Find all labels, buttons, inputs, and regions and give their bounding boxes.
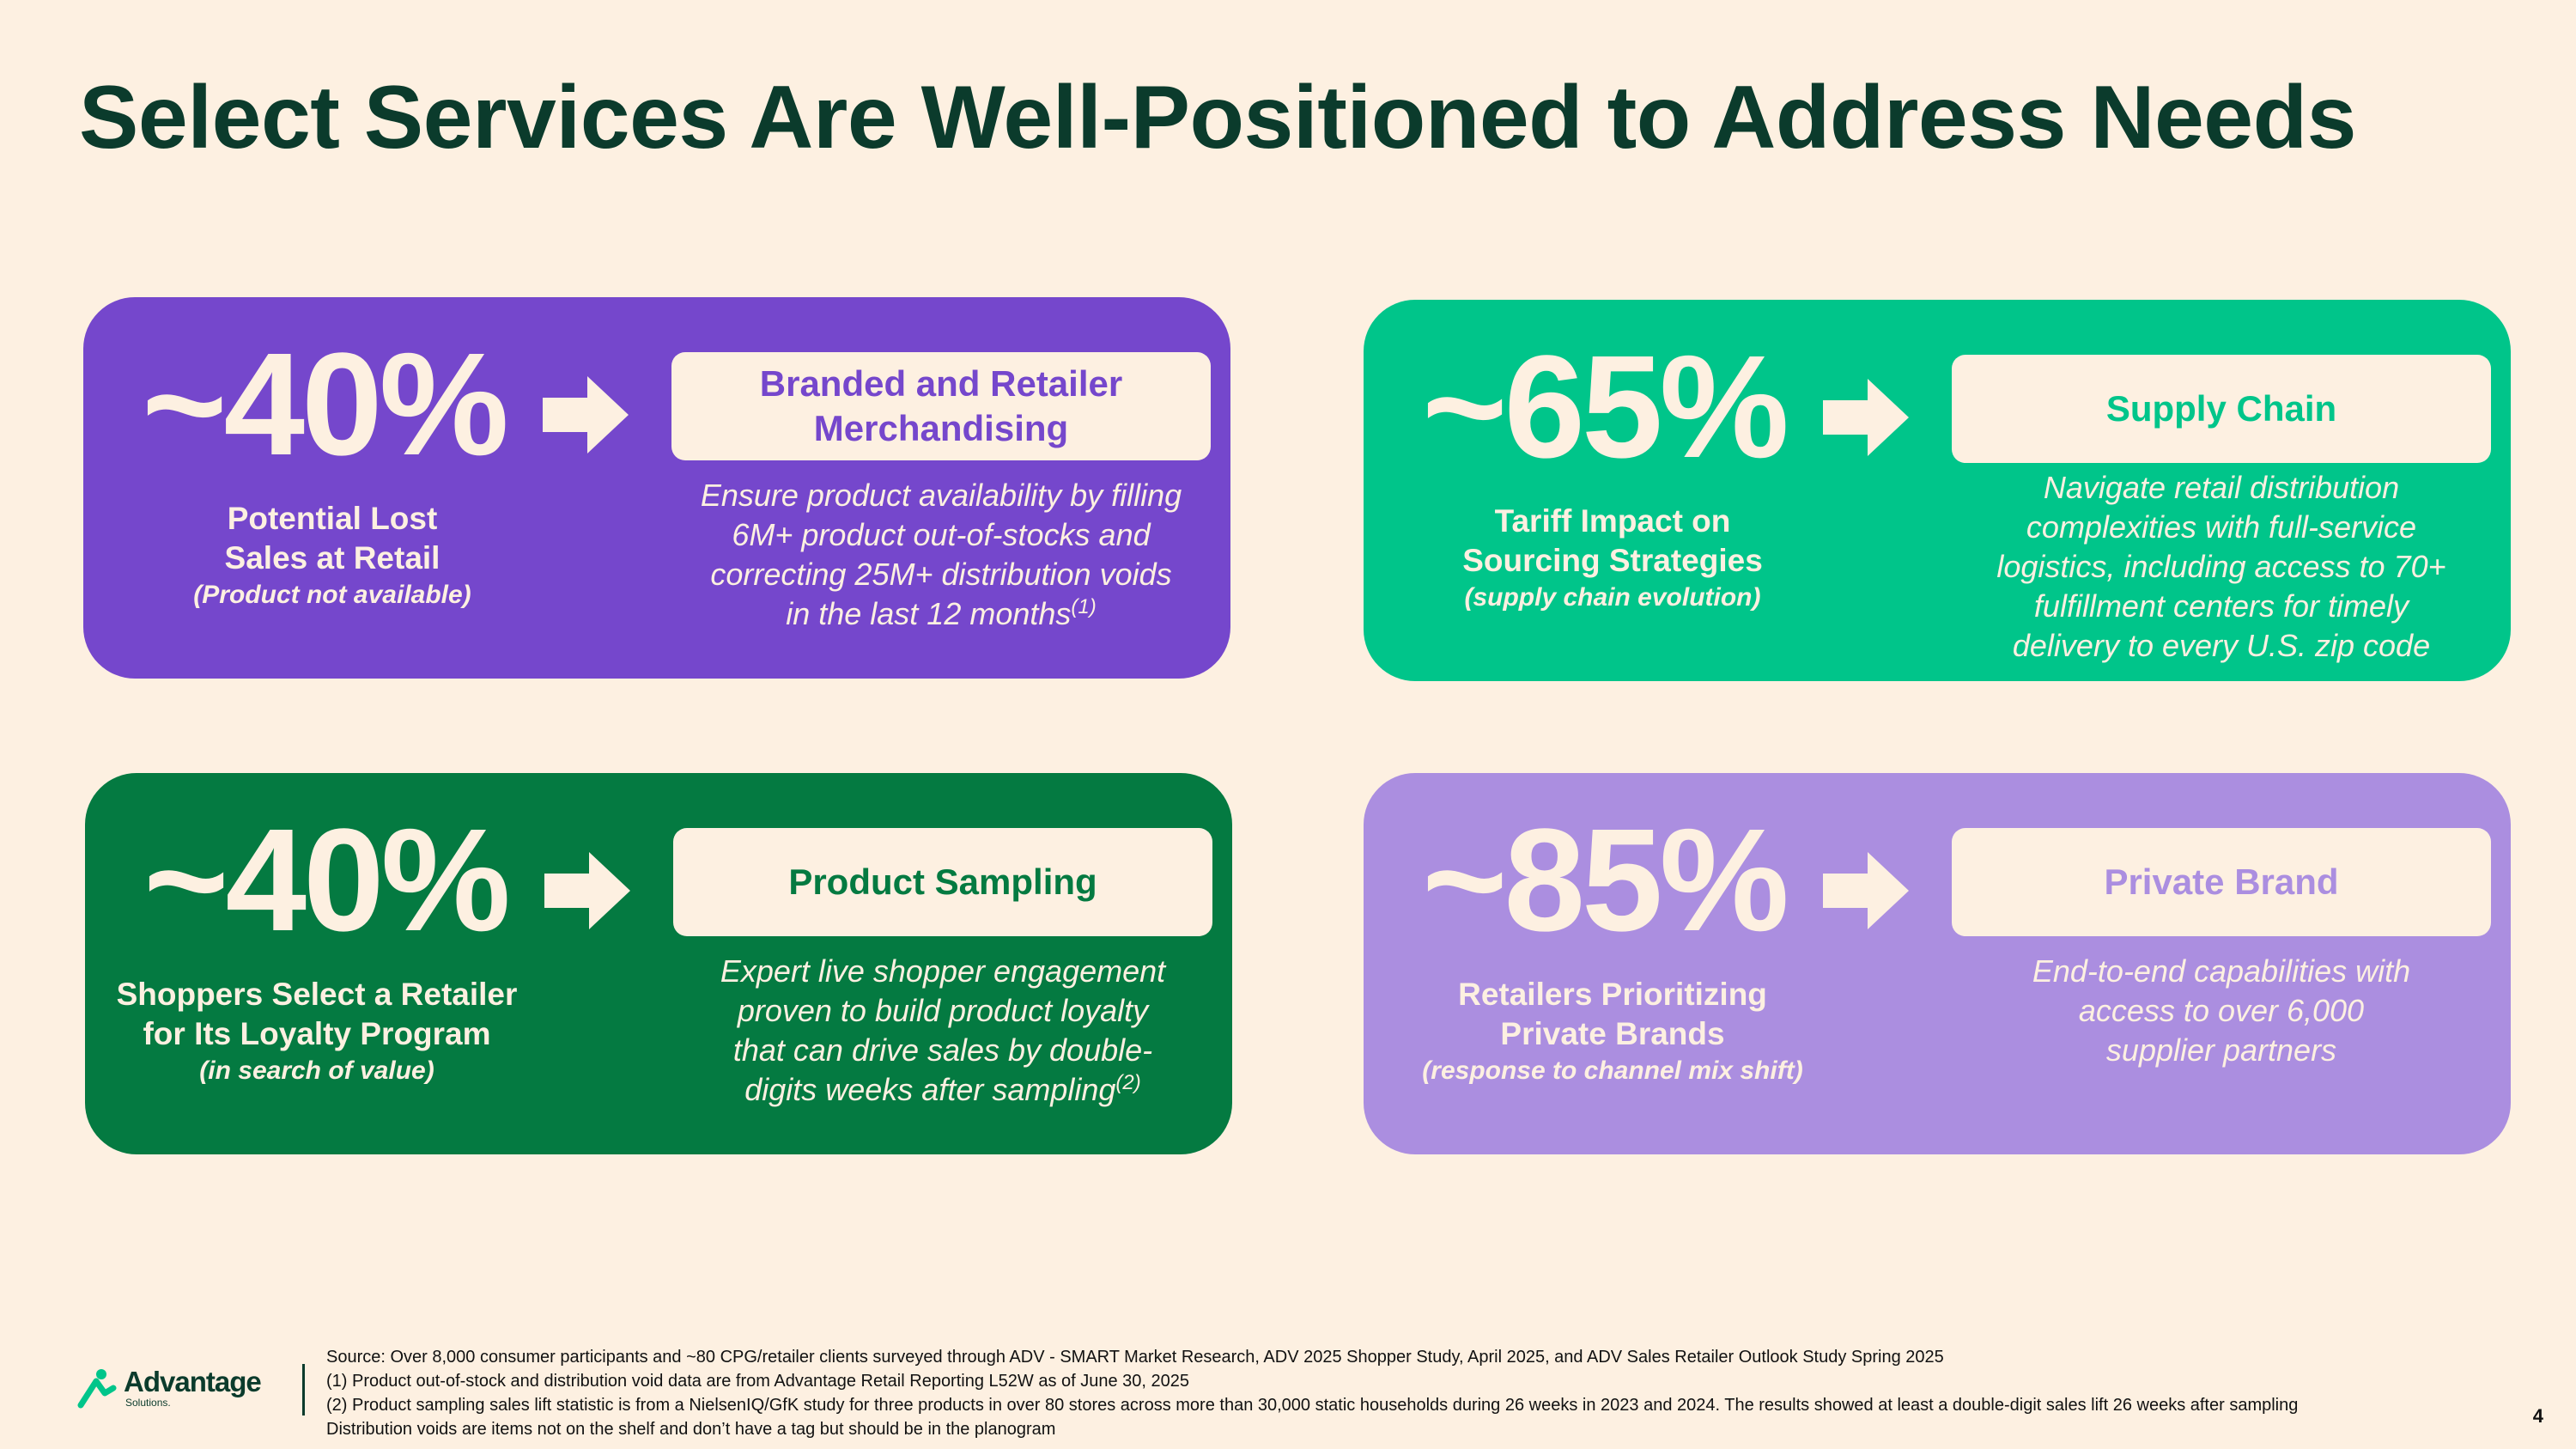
service-title-box: Branded and Retailer Merchandising [671, 352, 1211, 460]
footnote-ref: (1) [1071, 595, 1097, 618]
stat-label-line: for Its Loyalty Program [143, 1016, 491, 1051]
stat-label-line: Sourcing Strategies [1462, 543, 1763, 578]
stat-label: Tariff Impact on Sourcing Strategies (su… [1364, 502, 1862, 615]
service-description: Ensure product availability by filling 6… [680, 476, 1202, 634]
description-line: End-to-end capabilities with [2032, 953, 2411, 989]
footnote-ref: (2) [1115, 1071, 1141, 1094]
description-line: fulfillment centers for timely [2033, 588, 2409, 624]
service-description: Navigate retail distribution complexitie… [1960, 468, 2482, 666]
footnote-line: Distribution voids are items not on the … [326, 1420, 1056, 1439]
footnotes: Source: Over 8,000 consumer participants… [326, 1345, 2524, 1441]
stat-note: (response to channel mix shift) [1422, 1056, 1803, 1085]
stat-label: Potential Lost Sales at Retail (Product … [83, 499, 581, 612]
stat-label-line: Potential Lost [227, 501, 438, 536]
description-line: digits weeks after sampling [744, 1072, 1116, 1107]
company-logo: Advantage Solutions. [76, 1364, 307, 1412]
advantage-logo-icon [77, 1369, 117, 1409]
description-line: complexities with full-service [2026, 509, 2417, 545]
stat-label: Retailers Prioritizing Private Brands (r… [1364, 975, 1862, 1088]
arrow-right-icon [543, 376, 629, 454]
logo-name: Advantage [124, 1366, 262, 1397]
description-line: correcting 25M+ distribution voids [710, 557, 1172, 592]
service-description: Expert live shopper engagement proven to… [682, 952, 1204, 1110]
card-merchandising: ~40% Potential Lost Sales at Retail (Pro… [83, 297, 1230, 679]
service-title-line: Private Brand [2104, 861, 2339, 902]
description-line: Expert live shopper engagement [720, 953, 1166, 989]
service-title-box: Supply Chain [1952, 355, 2491, 463]
page-number: 4 [2532, 1405, 2543, 1427]
arrow-right-icon [544, 852, 630, 929]
description-line: delivery to every U.S. zip code [2012, 628, 2431, 663]
description-line: 6M+ product out-of-stocks and [732, 517, 1151, 552]
stat-value: ~40% [143, 799, 511, 962]
stat-label-line: Tariff Impact on [1494, 503, 1731, 539]
service-title-line: Supply Chain [2105, 388, 2337, 429]
logo-sub: Solutions. [125, 1397, 171, 1409]
page-title: Select Services Are Well-Positioned to A… [79, 68, 2357, 167]
description-line: access to over 6,000 [2078, 993, 2365, 1028]
description-line: that can drive sales by double- [732, 1032, 1153, 1068]
footnote-line: (2) Product sampling sales lift statisti… [326, 1396, 2299, 1415]
stat-note: (Product not available) [193, 581, 471, 609]
description-line: logistics, including access to 70+ [1996, 549, 2446, 584]
stat-label-line: Retailers Prioritizing [1458, 977, 1767, 1012]
service-title-line: Merchandising [813, 408, 1069, 448]
service-title-line: Branded and Retailer [759, 363, 1123, 404]
description-line: Navigate retail distribution [2043, 470, 2400, 505]
stat-note: (supply chain evolution) [1464, 583, 1761, 612]
service-title-line: Product Sampling [788, 861, 1097, 902]
arrow-right-icon [1823, 852, 1909, 929]
arrow-right-icon [1823, 379, 1909, 456]
description-line: supplier partners [2105, 1032, 2337, 1068]
stat-value: ~40% [142, 323, 509, 486]
description-line: proven to build product loyalty [737, 993, 1149, 1028]
stat-label-line: Shoppers Select a Retailer [116, 977, 518, 1012]
card-private-brand: ~85% Retailers Prioritizing Private Bran… [1364, 773, 2511, 1154]
footnote-line: Source: Over 8,000 consumer participants… [326, 1348, 1944, 1367]
service-description: End-to-end capabilities with access to o… [1960, 952, 2482, 1070]
footnote-line: (1) Product out-of-stock and distributio… [326, 1372, 1190, 1391]
card-supply-chain: ~65% Tariff Impact on Sourcing Strategie… [1364, 300, 2511, 681]
card-product-sampling: ~40% Shoppers Select a Retailer for Its … [85, 773, 1232, 1154]
stat-label-line: Private Brands [1500, 1016, 1725, 1051]
footer-divider [302, 1364, 305, 1416]
service-title-box: Private Brand [1952, 828, 2491, 936]
stat-value: ~65% [1422, 326, 1789, 489]
description-line: in the last 12 months [786, 596, 1072, 631]
stat-label: Shoppers Select a Retailer for Its Loyal… [85, 975, 566, 1088]
stat-value: ~85% [1422, 799, 1789, 962]
stat-note: (in search of value) [199, 1056, 434, 1085]
stat-label-line: Sales at Retail [224, 540, 440, 575]
description-line: Ensure product availability by filling [700, 478, 1182, 513]
service-title-box: Product Sampling [673, 828, 1212, 936]
